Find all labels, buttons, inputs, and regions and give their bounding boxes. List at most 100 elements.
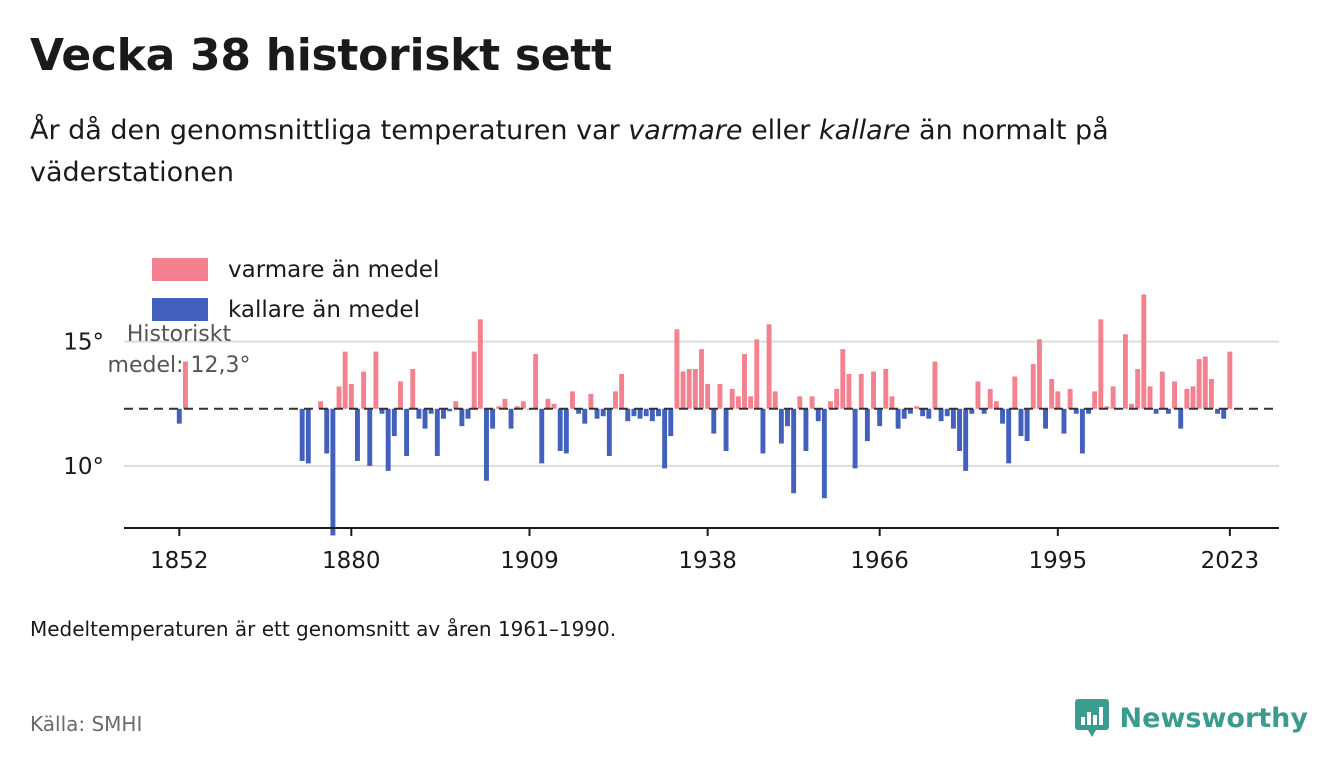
bar-warm — [705, 383, 711, 409]
bar-cold — [625, 408, 631, 422]
subtitle-cold-word: kallare — [818, 115, 911, 146]
bar-cold — [662, 408, 668, 469]
bar-cold — [484, 408, 489, 481]
bar-cold — [1086, 408, 1092, 414]
bar-cold — [920, 408, 926, 417]
bar-warm — [1227, 351, 1233, 409]
bar-warm — [1036, 339, 1042, 409]
bar-cold — [1024, 408, 1030, 442]
bar-warm — [914, 406, 919, 409]
x-tick-label: 1909 — [500, 548, 559, 574]
bar-cold — [539, 408, 545, 464]
bar-warm — [545, 398, 551, 409]
bar-cold — [1000, 408, 1005, 424]
bar-warm — [588, 393, 594, 409]
bar-warm — [318, 401, 324, 409]
bar-cold — [711, 408, 717, 434]
bar-chart: 10° 15° Historiskt medel: 12,3° 1852 1880 19… — [63, 257, 1279, 574]
x-tick-label: 1995 — [1029, 548, 1088, 574]
bars — [176, 294, 1233, 536]
bar-warm — [453, 401, 459, 409]
bar-warm — [520, 401, 526, 409]
bar-warm — [613, 391, 618, 409]
bar-warm — [883, 369, 889, 409]
bar-warm — [1098, 319, 1104, 409]
subtitle-part-1: År då den genomsnittliga temperaturen va… — [30, 115, 629, 146]
y-tick-label: 15° — [63, 330, 104, 356]
bar-warm — [987, 388, 993, 409]
bar-warm — [373, 351, 379, 409]
bar-cold — [441, 408, 446, 419]
bar-warm — [692, 369, 698, 409]
chart-subtitle: År då den genomsnittliga temperaturen va… — [30, 110, 1310, 194]
bar-warm — [496, 406, 502, 409]
bar-warm — [398, 381, 403, 409]
bar-cold — [895, 408, 901, 429]
legend-label-warm: varmare än medel — [228, 257, 439, 283]
bar-warm — [797, 396, 803, 409]
bar-cold — [631, 408, 637, 417]
subtitle-warm-word: varmare — [628, 115, 743, 146]
bar-warm — [699, 349, 704, 409]
bar-warm — [619, 373, 625, 409]
bar-warm — [871, 371, 876, 409]
bar-cold — [938, 408, 944, 422]
bar-cold — [981, 408, 987, 414]
bar-cold — [778, 408, 784, 444]
bar-warm — [1012, 376, 1018, 409]
x-tick-label: 1880 — [322, 548, 381, 574]
bar-warm — [846, 373, 852, 409]
bar-warm — [570, 391, 575, 409]
bar-cold — [422, 408, 428, 429]
bar-warm — [993, 401, 999, 409]
bar-warm — [1141, 294, 1147, 409]
bar-cold — [434, 408, 440, 456]
bar-warm — [361, 371, 367, 409]
newsworthy-logo-icon — [1074, 699, 1109, 737]
bar-cold — [864, 408, 870, 442]
bar-cold — [490, 408, 496, 429]
bar-warm — [1208, 378, 1214, 409]
bar-warm — [674, 329, 680, 409]
bar-cold — [557, 408, 563, 451]
bar-warm — [1184, 388, 1190, 409]
bar-warm — [551, 403, 557, 409]
bar-cold — [926, 408, 932, 419]
legend-swatch-cold — [152, 298, 208, 321]
bar-warm — [471, 351, 477, 409]
bar-warm — [932, 361, 938, 409]
bar-cold — [637, 408, 643, 419]
bar-cold — [416, 408, 422, 419]
bar-warm — [1147, 386, 1153, 409]
bar-cold — [656, 408, 661, 417]
legend: varmare än medel kallare än medel — [152, 257, 439, 323]
bar-warm — [1104, 406, 1110, 409]
bar-cold — [643, 408, 649, 417]
bar-cold — [385, 408, 391, 471]
bar-warm — [1110, 386, 1116, 409]
bar-cold — [791, 408, 797, 494]
bar-cold — [379, 408, 385, 414]
subtitle-part-2: eller — [742, 115, 819, 146]
x-axis-ticks: 1852 1880 1909 1938 1966 1995 2023 — [150, 528, 1259, 574]
bar-warm — [1122, 334, 1128, 409]
bar-cold — [1215, 408, 1221, 414]
bar-warm — [477, 319, 483, 409]
bar-cold — [1221, 408, 1227, 419]
bar-warm — [735, 396, 741, 409]
bar-cold — [428, 408, 434, 414]
bar-warm — [1190, 386, 1196, 409]
bar-warm — [729, 388, 735, 409]
subtitle-part-3: än normalt på väderstationen — [30, 115, 1109, 188]
bar-cold — [299, 408, 305, 461]
bar-cold — [404, 408, 410, 456]
bar-warm — [975, 381, 981, 409]
bar-warm — [680, 371, 686, 409]
annotation-line: medel: 12,3° — [108, 353, 251, 378]
bar-warm — [1159, 371, 1165, 409]
bar-cold — [576, 408, 582, 414]
x-tick-label: 1966 — [850, 548, 909, 574]
chart-title: Vecka 38 historiskt sett — [30, 30, 612, 81]
footnote: Medeltemperaturen är ett genomsnitt av å… — [30, 617, 617, 641]
bar-warm — [748, 396, 754, 409]
